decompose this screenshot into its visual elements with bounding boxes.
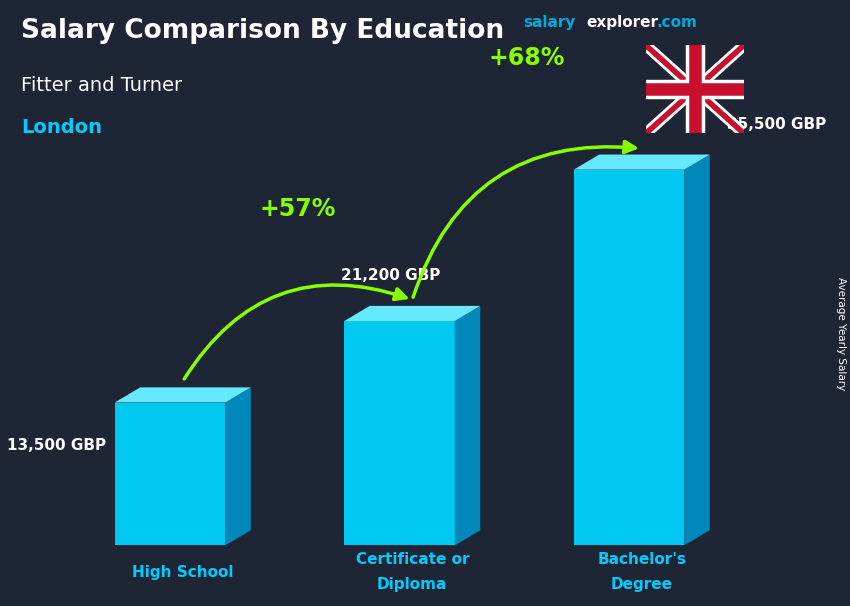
Text: explorer: explorer (586, 15, 659, 30)
Text: 13,500 GBP: 13,500 GBP (7, 438, 106, 453)
Polygon shape (225, 387, 251, 545)
Text: Diploma: Diploma (377, 578, 447, 592)
Polygon shape (574, 155, 710, 170)
Text: salary: salary (523, 15, 575, 30)
Polygon shape (574, 170, 684, 545)
Text: Certificate or: Certificate or (355, 552, 469, 567)
Polygon shape (344, 321, 455, 545)
Text: 21,200 GBP: 21,200 GBP (342, 268, 440, 283)
Text: Degree: Degree (611, 578, 672, 592)
Text: Salary Comparison By Education: Salary Comparison By Education (21, 18, 504, 44)
Text: Bachelor's: Bachelor's (598, 552, 686, 567)
Text: Fitter and Turner: Fitter and Turner (21, 76, 183, 95)
Text: Average Yearly Salary: Average Yearly Salary (836, 277, 846, 390)
Text: High School: High School (132, 565, 234, 579)
Polygon shape (344, 306, 480, 321)
Text: .com: .com (656, 15, 697, 30)
Polygon shape (115, 387, 251, 402)
Text: +57%: +57% (259, 197, 336, 221)
Text: +68%: +68% (489, 45, 565, 70)
Text: London: London (21, 118, 102, 137)
Text: 35,500 GBP: 35,500 GBP (727, 117, 826, 132)
Polygon shape (115, 402, 225, 545)
Polygon shape (455, 306, 480, 545)
Polygon shape (684, 155, 710, 545)
